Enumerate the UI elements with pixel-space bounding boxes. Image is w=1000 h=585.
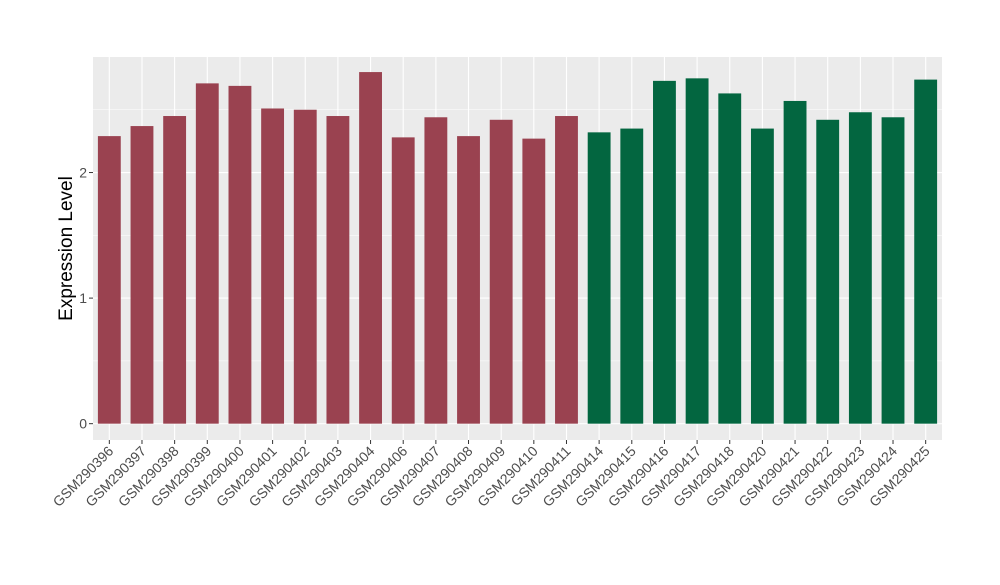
bar-GSM290425 [914, 79, 938, 424]
y-tick-label: 1 [79, 290, 87, 306]
y-tick-label: 0 [79, 416, 87, 432]
bar-GSM290402 [293, 109, 317, 424]
bar-GSM290409 [489, 119, 513, 424]
bar-GSM290420 [750, 128, 774, 424]
bar-GSM290416 [653, 80, 676, 424]
bar-GSM290404 [359, 72, 382, 424]
bar-GSM290398 [163, 116, 187, 424]
bar-GSM290397 [130, 126, 154, 424]
plot-panel [93, 57, 942, 440]
bar-GSM290422 [816, 119, 840, 424]
bar-GSM290418 [718, 93, 742, 424]
y-axis-title: Expression Level [56, 176, 77, 321]
bar-GSM290406 [391, 137, 415, 424]
bar-GSM290401 [261, 108, 285, 424]
bar-GSM290410 [522, 138, 546, 424]
y-tick-label: 2 [79, 165, 87, 181]
bar-GSM290424 [881, 117, 905, 424]
bar-GSM290423 [848, 112, 872, 424]
bar-GSM290396 [97, 136, 121, 424]
bar-GSM290399 [195, 83, 219, 424]
bar-GSM290417 [685, 78, 709, 424]
bar-GSM290421 [783, 100, 807, 424]
y-axis: 0 1 2 [79, 165, 93, 432]
bar-GSM290400 [228, 85, 252, 424]
bar-GSM290414 [587, 132, 611, 424]
bar-GSM290403 [326, 116, 350, 424]
bar-GSM290415 [620, 128, 644, 424]
bar-GSM290408 [457, 136, 480, 424]
bar-GSM290407 [424, 117, 448, 424]
bar-GSM290411 [555, 116, 578, 424]
x-axis: GSM290396GSM290397GSM290398GSM290399GSM2… [50, 440, 933, 510]
bars [97, 72, 938, 424]
